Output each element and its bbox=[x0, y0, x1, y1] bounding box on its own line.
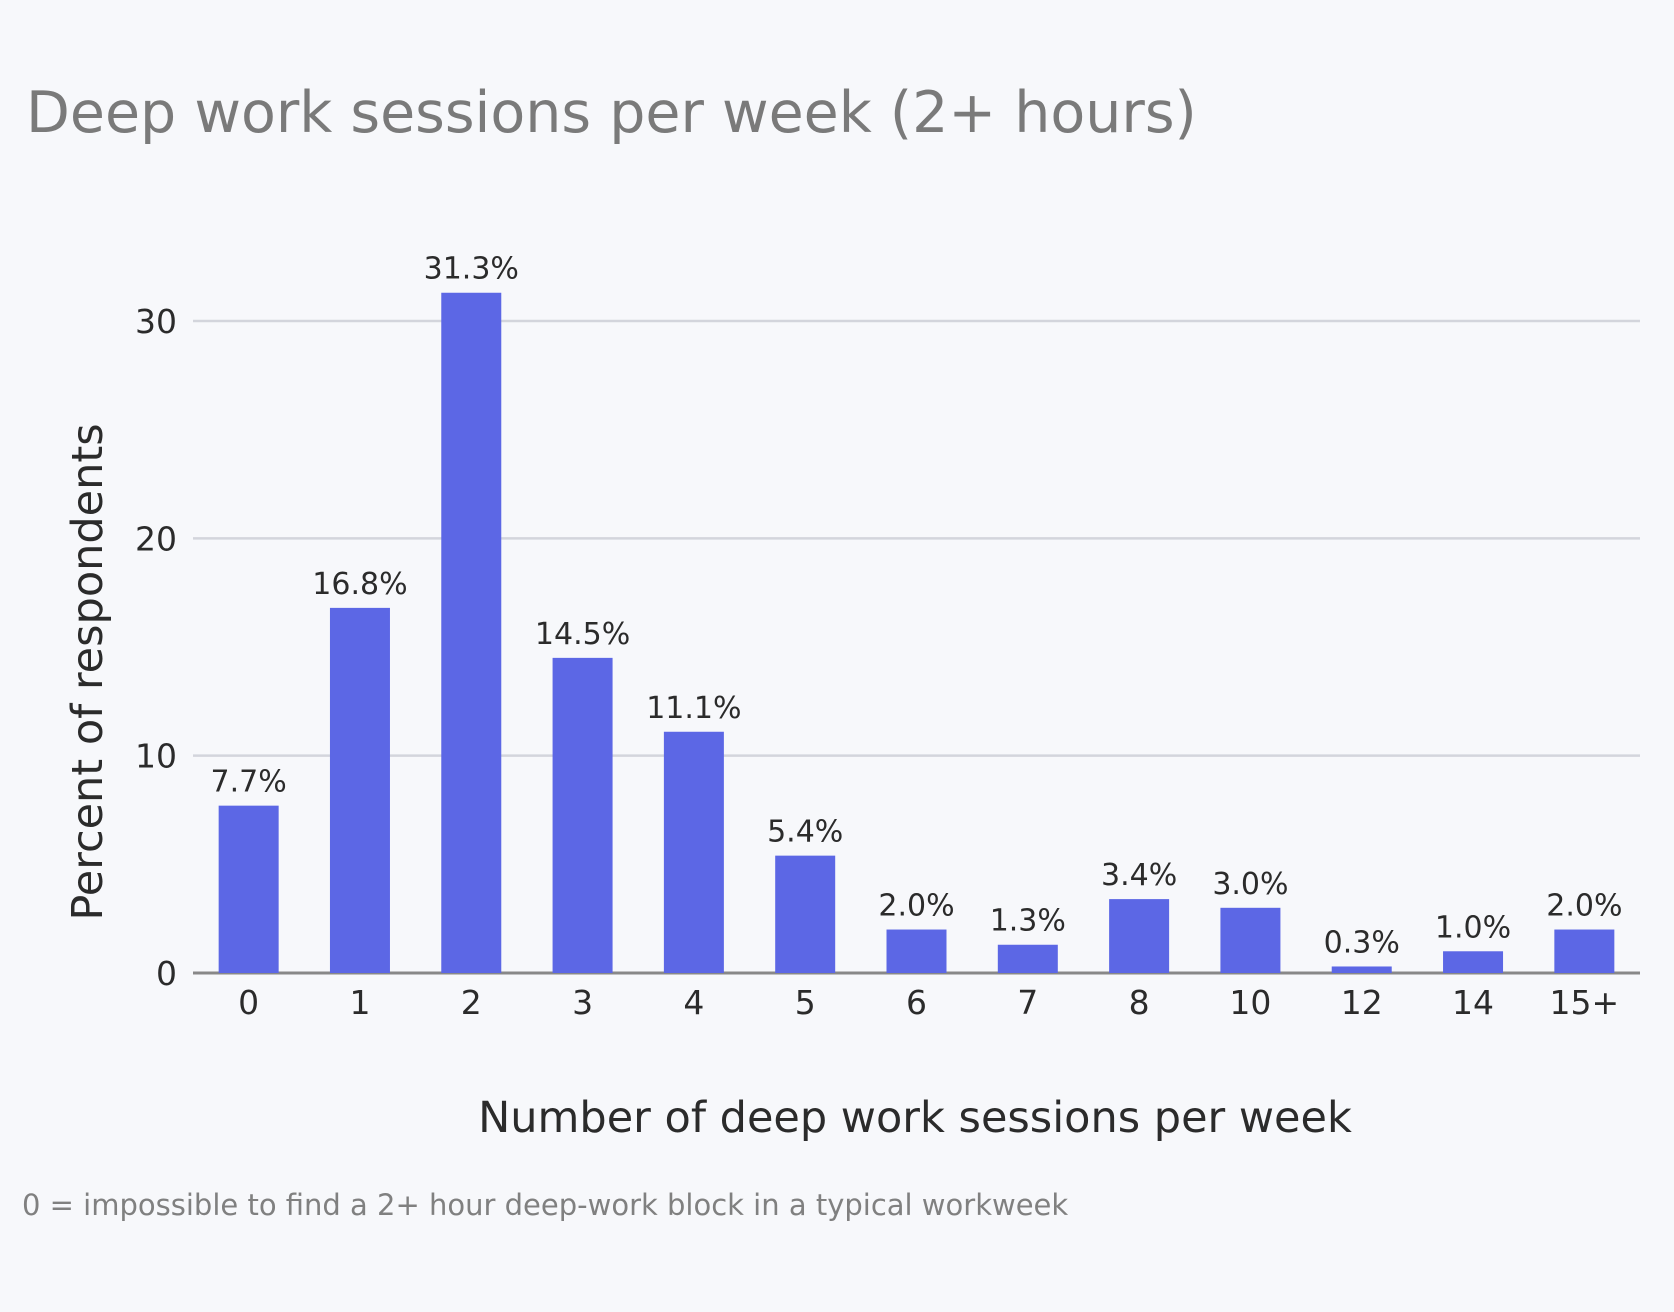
x-tick-label: 14 bbox=[1452, 983, 1494, 1022]
x-tick-label: 6 bbox=[906, 983, 927, 1022]
x-tick-label: 8 bbox=[1129, 983, 1150, 1022]
x-tick-label: 2 bbox=[461, 983, 482, 1022]
y-tick-label: 10 bbox=[135, 737, 177, 776]
bar-1 bbox=[329, 607, 390, 973]
data-label: 1.0% bbox=[1435, 910, 1511, 945]
bar-2 bbox=[441, 292, 502, 973]
x-tick-label: 15+ bbox=[1550, 983, 1620, 1022]
grid-lines bbox=[193, 319, 1640, 975]
bar-12 bbox=[1331, 966, 1392, 973]
x-axis-label: Number of deep work sessions per week bbox=[478, 1093, 1352, 1143]
bar-7 bbox=[997, 944, 1058, 973]
data-label: 3.4% bbox=[1101, 858, 1177, 893]
bar-4 bbox=[663, 731, 724, 973]
data-label: 0.3% bbox=[1324, 925, 1400, 960]
data-label: 14.5% bbox=[535, 617, 630, 652]
bars bbox=[218, 292, 1615, 973]
data-label: 11.1% bbox=[646, 691, 741, 726]
bar-8 bbox=[1109, 899, 1170, 973]
data-label: 16.8% bbox=[312, 567, 407, 602]
bar-10 bbox=[1220, 907, 1281, 973]
y-tick-label: 0 bbox=[156, 954, 177, 993]
data-label: 7.7% bbox=[211, 765, 287, 800]
bar-14 bbox=[1443, 951, 1504, 973]
x-tick-label: 10 bbox=[1229, 983, 1271, 1022]
x-tick-label: 7 bbox=[1017, 983, 1038, 1022]
y-tick-label: 30 bbox=[135, 302, 177, 341]
bar-0 bbox=[218, 805, 279, 973]
data-label: 2.0% bbox=[1546, 889, 1622, 924]
data-label: 3.0% bbox=[1212, 867, 1288, 902]
bar-6 bbox=[886, 929, 947, 973]
x-tick-label: 1 bbox=[349, 983, 370, 1022]
data-label: 1.3% bbox=[990, 904, 1066, 939]
y-axis-label: Percent of respondents bbox=[63, 423, 113, 920]
y-tick-label: 20 bbox=[135, 519, 177, 558]
x-tick-label: 12 bbox=[1341, 983, 1383, 1022]
x-tick-label: 5 bbox=[795, 983, 816, 1022]
x-tick-label: 3 bbox=[572, 983, 593, 1022]
data-label: 5.4% bbox=[767, 815, 843, 850]
x-tick-label: 4 bbox=[683, 983, 704, 1022]
chart-title: Deep work sessions per week (2+ hours) bbox=[26, 80, 1197, 146]
bar-5 bbox=[775, 855, 836, 973]
data-label: 2.0% bbox=[878, 889, 954, 924]
bar-3 bbox=[552, 657, 613, 973]
chart-footnote: 0 = impossible to find a 2+ hour deep-wo… bbox=[22, 1188, 1069, 1222]
bar-15+ bbox=[1554, 929, 1615, 973]
x-tick-label: 0 bbox=[238, 983, 259, 1022]
data-label: 31.3% bbox=[424, 252, 519, 287]
data-labels: 7.7% 16.8% 31.3% 14.5% 11.1% 5.4% 2.0% 1.3% 3.4%… bbox=[211, 252, 1623, 961]
